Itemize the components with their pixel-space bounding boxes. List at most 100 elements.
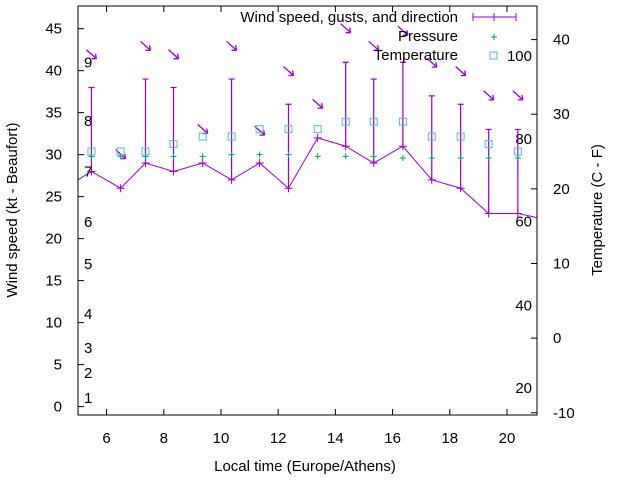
y2-tick-label: 30 — [553, 106, 570, 123]
pressure-point — [428, 155, 435, 162]
y-tick-label: 30 — [45, 147, 62, 164]
temperature-point — [87, 147, 96, 156]
gust-errorbar — [228, 78, 235, 180]
wind-direction-arrow — [368, 40, 380, 51]
x-tick-label: 6 — [102, 430, 110, 447]
wind-direction-arrow — [397, 25, 409, 36]
legend-sample-pressure — [491, 34, 497, 40]
pressure-point — [88, 153, 95, 160]
pressure-point — [399, 155, 406, 162]
y-tick-label: 25 — [45, 189, 62, 206]
wind-direction-arrow — [86, 49, 98, 60]
temperature-point — [341, 117, 350, 126]
beaufort-label: 9 — [84, 54, 92, 71]
temperature-point — [484, 140, 493, 149]
wind-speed-point — [313, 133, 322, 142]
wind-direction-arrow — [512, 90, 524, 101]
legend-label-wind: Wind speed, gusts, and direction — [240, 9, 458, 26]
y-axis-label: Wind speed (kt - Beaufort) — [4, 122, 21, 297]
temperature-point — [427, 132, 436, 141]
y-tick-label: 10 — [45, 315, 62, 332]
gust-errorbar — [428, 95, 435, 180]
y-tick-label: 20 — [45, 231, 62, 248]
wind-direction-arrow — [426, 57, 438, 68]
fahrenheit-label: 100 — [507, 48, 532, 65]
wind-direction-arrow — [455, 66, 467, 77]
y2-tick-label: 0 — [553, 330, 561, 347]
gust-errorbar — [342, 61, 349, 147]
temperature-point — [169, 140, 178, 149]
pressure-point — [142, 153, 149, 160]
wind-speed-point — [116, 184, 125, 193]
y2-tick-label: 10 — [553, 255, 570, 272]
legend-label-temperature: Temperature — [374, 47, 458, 64]
pressure-point — [342, 153, 349, 160]
wind-speed-line — [77, 137, 538, 219]
y-tick-label: 5 — [54, 357, 62, 374]
pressure-point — [117, 153, 124, 160]
fahrenheit-label: 80 — [515, 131, 532, 148]
x-tick-label: 14 — [327, 430, 344, 447]
wind-direction-arrow — [168, 49, 180, 60]
temperature-point — [398, 117, 407, 126]
pressure-point — [370, 153, 377, 160]
wind-direction-arrow — [140, 40, 152, 51]
legend-sample-temperature — [489, 51, 498, 60]
pressure-point — [285, 151, 292, 158]
pressure-point — [256, 151, 263, 158]
fahrenheit-label: 60 — [515, 214, 532, 231]
pressure-point — [228, 151, 235, 158]
gust-errorbar — [485, 128, 492, 214]
beaufort-label: 4 — [84, 306, 92, 323]
legend-sample-wind — [472, 13, 517, 21]
gust-errorbar — [399, 61, 406, 147]
beaufort-label: 8 — [84, 113, 92, 130]
fahrenheit-label: 20 — [515, 380, 532, 397]
wind-direction-arrow — [283, 66, 295, 77]
beaufort-label: 1 — [84, 390, 92, 407]
wind-direction-arrow — [340, 23, 352, 34]
temperature-point — [284, 125, 293, 134]
temperature-point — [255, 125, 264, 134]
wind-direction-arrow — [197, 123, 209, 135]
pressure-point — [485, 155, 492, 162]
x-tick-label: 12 — [270, 430, 287, 447]
legend-label-pressure: Pressure — [398, 28, 458, 45]
temperature-point — [456, 132, 465, 141]
temperature-point — [513, 147, 522, 156]
wind-direction-arrow — [226, 40, 238, 51]
temperature-point — [369, 117, 378, 126]
y2-tick-label: -10 — [553, 405, 575, 422]
wind-direction-arrow — [483, 90, 495, 101]
temperature-point — [116, 147, 125, 156]
x-tick-label: 10 — [213, 430, 230, 447]
pressure-point — [199, 153, 206, 160]
wind-direction-arrow — [312, 98, 324, 109]
y-tick-label: 40 — [45, 63, 62, 80]
pressure-point — [514, 155, 521, 162]
y-tick-label: 35 — [45, 105, 62, 122]
pressure-point — [457, 155, 464, 162]
gust-errorbar — [142, 78, 149, 164]
y-tick-label: 0 — [54, 399, 62, 416]
beaufort-label: 3 — [84, 340, 92, 357]
y2-axis-label: Temperature (C - F) — [589, 144, 606, 276]
temperature-point — [313, 125, 322, 134]
pressure-point — [314, 153, 321, 160]
y2-tick-label: 40 — [553, 32, 570, 49]
y-tick-label: 45 — [45, 21, 62, 38]
x-tick-label: 20 — [499, 430, 516, 447]
y2-tick-label: 20 — [553, 181, 570, 198]
fahrenheit-label: 40 — [515, 297, 532, 314]
gust-errorbar — [370, 78, 377, 164]
y-tick-label: 15 — [45, 273, 62, 290]
gust-errorbar — [514, 128, 521, 214]
pressure-point — [170, 153, 177, 160]
plot-border — [77, 5, 538, 416]
x-axis-label: Local time (Europe/Athens) — [214, 458, 396, 475]
temperature-point — [198, 132, 207, 141]
legend: Wind speed, gusts, and direction Pressur… — [240, 9, 517, 64]
gust-errorbar — [285, 103, 292, 189]
x-tick-label: 8 — [160, 430, 168, 447]
